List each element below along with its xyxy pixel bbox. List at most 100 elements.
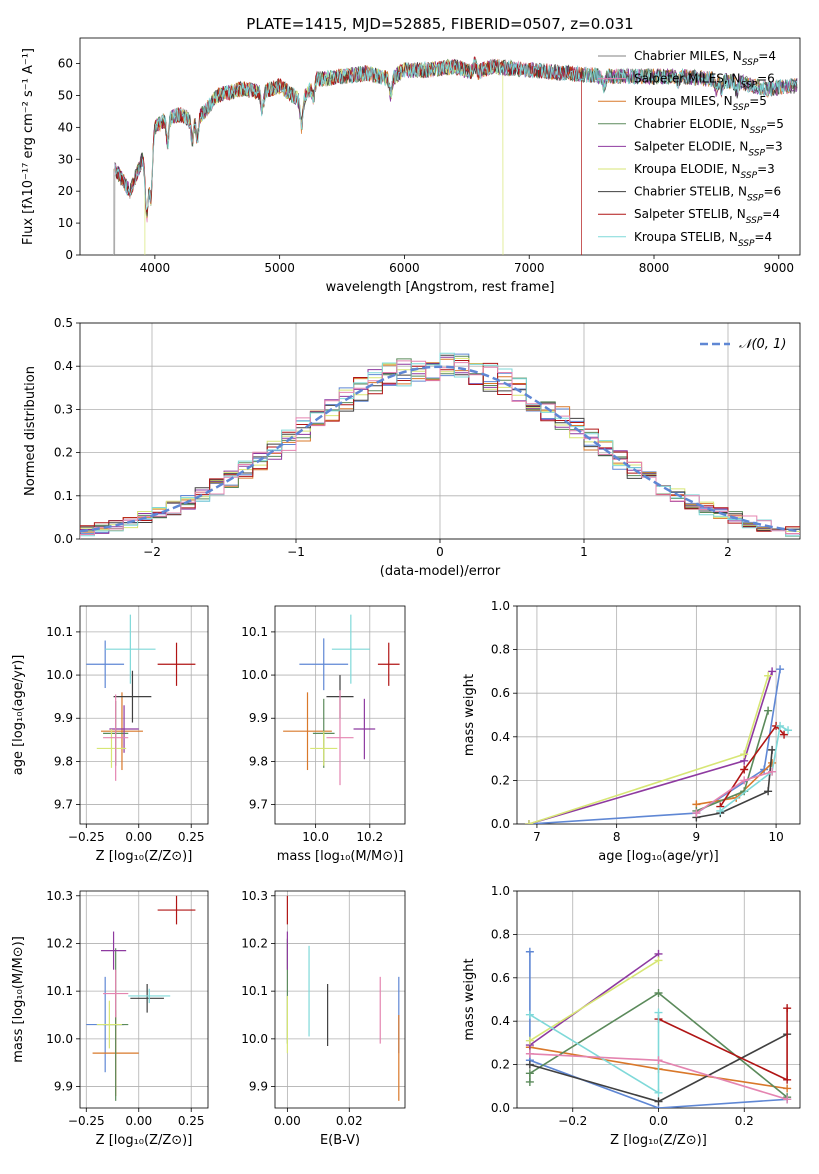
x-tick-label: 0.0: [649, 1114, 668, 1128]
errorbar-point: [96, 729, 127, 768]
legend-entry-name: Kroupa MILES, N: [634, 94, 733, 108]
y-tick-label: 0.8: [491, 927, 510, 941]
legend-entry-suffix: =4: [754, 230, 772, 244]
errorbar-point: [157, 642, 196, 686]
weight-series-marker: [654, 1008, 663, 1017]
errorbar-point: [283, 692, 332, 771]
y-tick-label: 0.3: [54, 402, 73, 416]
weight-series-line: [696, 749, 773, 819]
y-tick-label: 0.6: [491, 686, 510, 700]
x-axis-label: E(B-V): [320, 1133, 360, 1148]
weight-series-marker: [783, 1075, 792, 1084]
weight-series-marker: [764, 671, 773, 680]
weight-series-marker: [764, 787, 773, 796]
weight-series-marker: [768, 667, 777, 676]
x-tick-label: 2: [724, 545, 732, 559]
mass_vs_ebv-grid: [275, 891, 405, 1108]
mass_vs_ebv-points: [286, 895, 400, 1101]
figure-title: PLATE=1415, MJD=52885, FIBERID=0507, z=0…: [246, 15, 633, 33]
y-tick-label: 0.6: [491, 971, 510, 985]
weight-series-line: [529, 959, 659, 1042]
weight-series: [524, 667, 777, 824]
weight_vs_age-lines: [524, 665, 793, 824]
weight-series: [524, 665, 785, 824]
x-tick-label: −2: [143, 545, 161, 559]
y-tick-label: 10.3: [46, 889, 73, 903]
y-tick-label: 9.9: [249, 1080, 268, 1094]
legend-entry-subscript: SSP: [742, 58, 759, 68]
normal-curve: [80, 365, 800, 533]
legend-entry-name: Chabrier MILES, N: [634, 49, 742, 63]
errorbar-point: [326, 690, 354, 786]
y-tick-label: 0: [65, 248, 73, 262]
weight-series: [525, 1049, 792, 1104]
legend-entry: Chabrier ELODIE, NSSP=5: [634, 117, 784, 136]
legend-entry-subscript: SSP: [733, 103, 750, 113]
y-tick-label: 10.2: [46, 936, 73, 950]
weight-series-marker: [524, 820, 533, 824]
weight-series-marker: [776, 721, 785, 730]
age_vs_mass-frame: [274, 605, 406, 825]
weight-series-marker: [783, 1084, 792, 1093]
x-axis-label: (data-model)/error: [380, 564, 501, 579]
spectrum-series-line: [114, 57, 798, 255]
legend-entry-name: Kroupa STELIB, N: [634, 230, 738, 244]
x-tick-label: 0.00: [125, 830, 152, 844]
spectrum-series-line: [144, 59, 504, 255]
errorbar-point: [103, 694, 129, 781]
errorbar-point: [86, 640, 125, 689]
weight_vs_age-grid: [517, 605, 800, 825]
age_vs_mass-points: [283, 614, 400, 786]
residual-legend: 𝒩(0, 1): [700, 337, 786, 352]
y-tick-label: 30: [58, 152, 73, 166]
weight-series-marker: [525, 1077, 534, 1086]
errorbar-point: [109, 705, 139, 753]
errorbar-point: [96, 1000, 122, 1049]
mass_vs_Z-grid: [80, 891, 208, 1108]
y-tick-label: 0.0: [491, 817, 510, 831]
y-tick-label: 9.9: [54, 1080, 73, 1094]
x-tick-label: 6000: [389, 261, 420, 275]
y-tick-label: 0.8: [491, 643, 510, 657]
y-tick-label: 10: [58, 216, 73, 230]
weight-series-marker: [780, 730, 789, 739]
legend-entry-name: Salpeter MILES, N: [634, 72, 741, 86]
errorbar-point: [353, 698, 376, 760]
x-axis-label: Z [log₁₀(Z/Z⊙)]: [610, 1133, 707, 1148]
weight-series-marker: [525, 1069, 534, 1078]
y-axis-label: Normed distribution: [23, 366, 38, 496]
x-tick-label: −0.2: [558, 1114, 587, 1128]
y-tick-label: 40: [58, 120, 73, 134]
x-tick-label: 0.02: [336, 1114, 363, 1128]
weight_vs_Z-axes: −0.2 0.0 0.2 0.0 0.2 0.4 0.6 0.8 1.0 Z [log₁₀(Z/Z…: [462, 884, 801, 1148]
weight-series-marker: [692, 809, 701, 818]
legend-entry-subscript: SSP: [746, 216, 763, 226]
legend-entry: Kroupa ELODIE, NSSP=3: [634, 162, 775, 181]
legend-entry: Chabrier STELIB, NSSP=6: [634, 185, 781, 204]
x-axis-label: mass [log₁₀(M/M⊙)]: [277, 849, 404, 864]
x-tick-label: 7000: [514, 261, 545, 275]
weight-series: [525, 956, 663, 1045]
errorbar-point: [128, 988, 171, 1004]
y-tick-label: 0.5: [54, 316, 73, 330]
legend-entry: Salpeter MILES, NSSP=6: [634, 72, 775, 91]
errorbar-point: [100, 931, 127, 970]
weight-series-marker: [654, 1088, 663, 1097]
legend-entry-name: Chabrier STELIB, N: [634, 185, 747, 199]
weight_vs_age-axes: 7 8 9 10 0.0 0.2 0.4 0.6 0.8 1.0 age [log₁₀(age/yr…: [462, 599, 801, 864]
residuals-axes: −2 −1 0 1 2 0.0 0.1 0.2 0.3 0.4 0.5 (data-model)/er…: [23, 316, 801, 579]
age_vs_Z-frame: [79, 605, 209, 825]
y-tick-label: 9.7: [249, 798, 268, 812]
weight-series-marker: [525, 1010, 534, 1019]
legend-entry-name: Salpeter ELODIE, N: [634, 139, 748, 153]
y-tick-label: 9.8: [249, 754, 268, 768]
y-axis-label: mass weight: [462, 958, 477, 1040]
weight-series-marker: [525, 1060, 534, 1069]
errorbar-point: [130, 984, 164, 1013]
weight-series-marker: [768, 758, 777, 767]
weight-series-marker: [776, 665, 785, 674]
spectrum-lines: [113, 56, 798, 255]
weight-series-marker: [654, 1097, 663, 1106]
y-tick-label: 0.2: [54, 446, 73, 460]
